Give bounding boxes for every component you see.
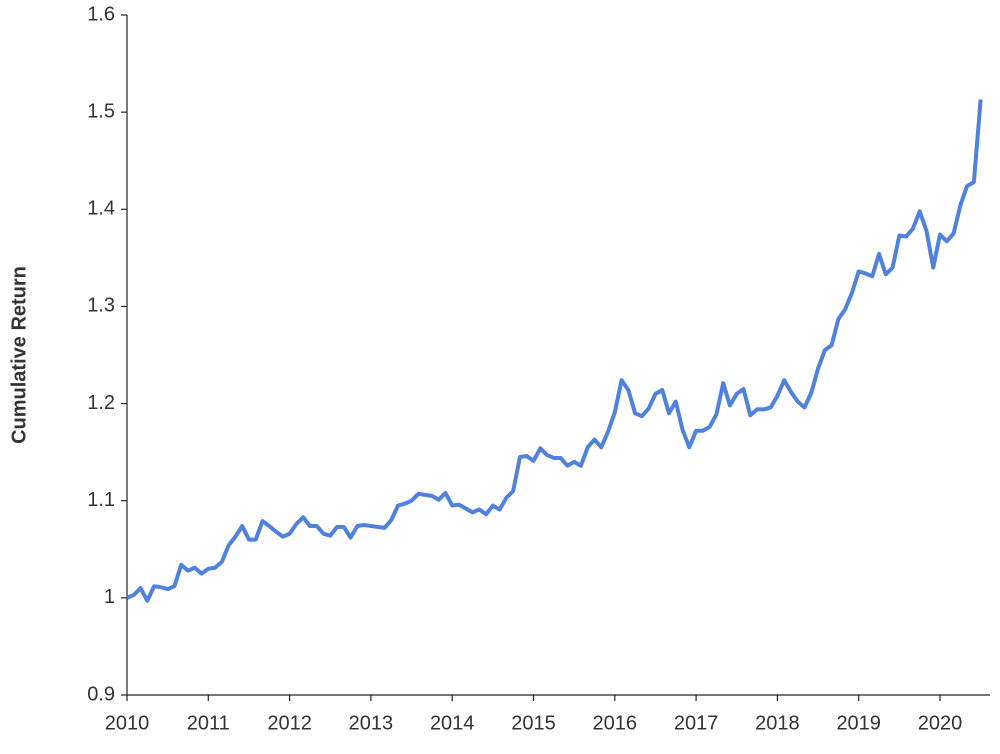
y-tick-label: 1 (104, 586, 115, 608)
x-tick-label: 2014 (430, 712, 475, 734)
x-tick-label: 2010 (105, 712, 150, 734)
data-line (126, 99, 983, 603)
y-axis-label: Cumulative Return (8, 266, 30, 444)
y-tick-label: 0.9 (87, 683, 115, 705)
y-tick-label: 1.2 (87, 392, 115, 414)
y-tick-label: 1.5 (87, 100, 115, 122)
x-tick-label: 2013 (349, 712, 394, 734)
x-tick-label: 2012 (267, 712, 312, 734)
y-tick-label: 1.4 (87, 198, 115, 220)
x-tick-label: 2016 (593, 712, 638, 734)
x-tick-label: 2011 (187, 712, 230, 734)
x-tick-label: 2019 (836, 712, 881, 734)
x-tick-label: 2020 (918, 712, 963, 734)
y-tick-label: 1.6 (87, 3, 115, 25)
y-tick-label: 1.3 (87, 295, 115, 317)
x-tick-label: 2018 (755, 712, 800, 734)
y-tick-label: 1.1 (87, 489, 115, 511)
x-tick-label: 2017 (674, 712, 719, 734)
x-tick-label: 2015 (511, 712, 556, 734)
